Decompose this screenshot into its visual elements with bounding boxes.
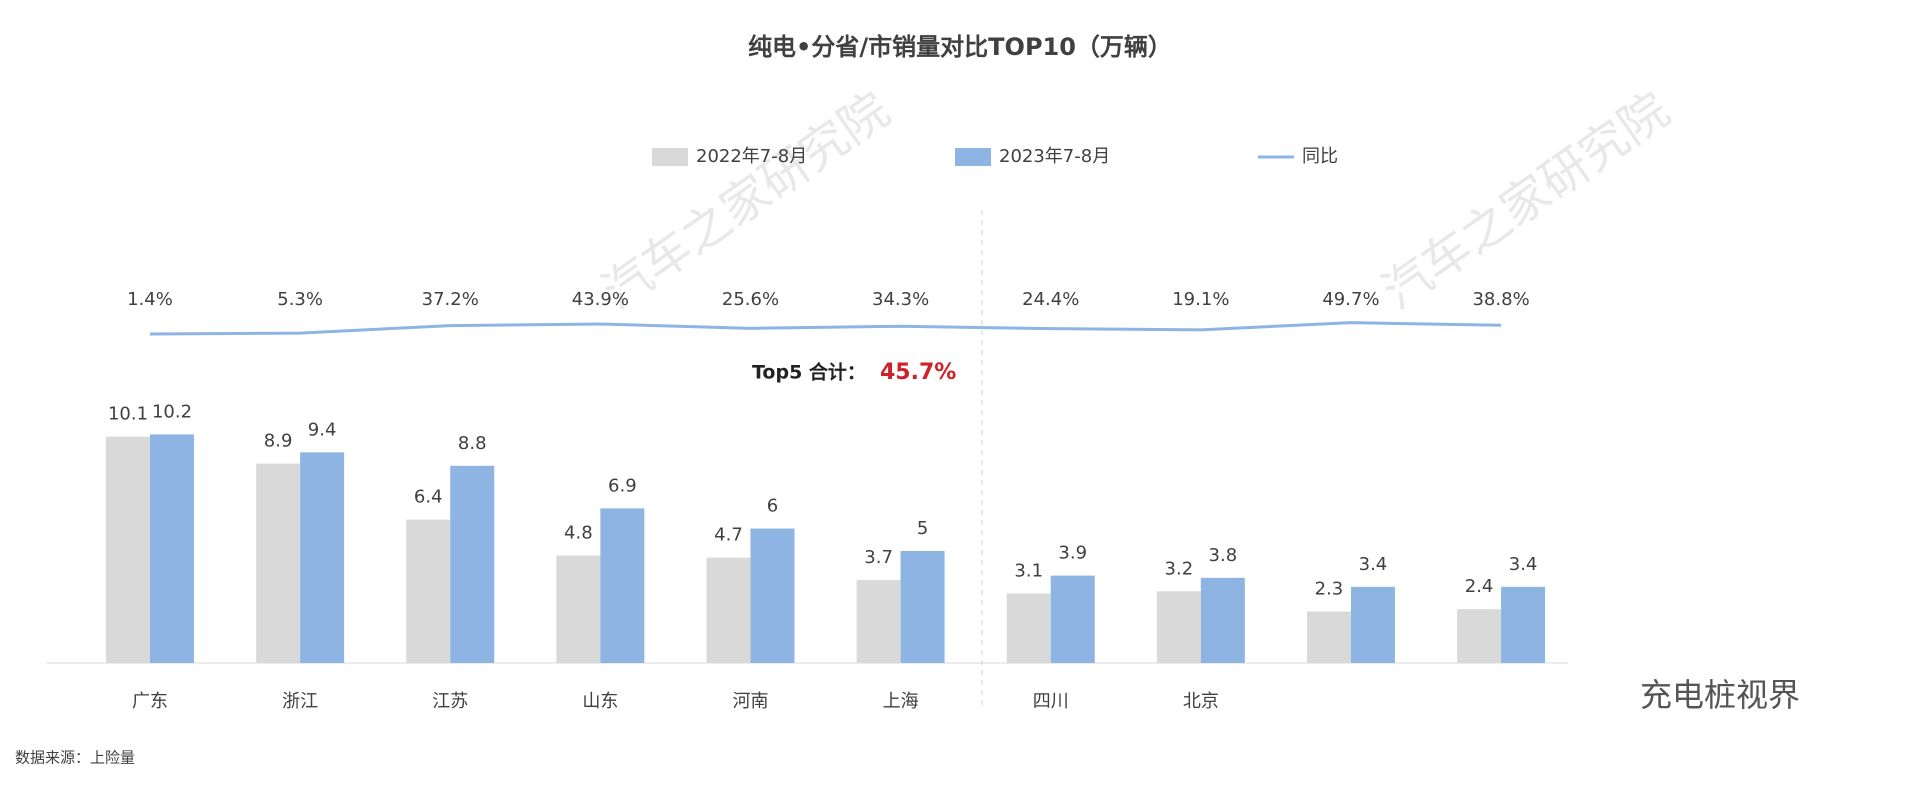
line-label: 5.3%: [277, 289, 323, 310]
bar: [900, 550, 945, 663]
bar: [1501, 586, 1546, 663]
x-tick-label: 广东: [132, 691, 168, 712]
line-label: 1.4%: [127, 289, 173, 310]
bar: [106, 436, 150, 663]
line-label: 49.7%: [1322, 289, 1379, 310]
watermark: 充电桩视界: [1640, 676, 1800, 714]
line-label: 19.1%: [1172, 289, 1229, 310]
legend-label: 同比: [1302, 146, 1338, 167]
legend-label: 2023年7-8月: [999, 146, 1110, 167]
bar: [1200, 577, 1245, 663]
line-label: 38.8%: [1472, 289, 1529, 310]
bar: [406, 519, 451, 663]
bar: [1350, 586, 1395, 663]
watermark: 汽车之家研究院: [1372, 82, 1679, 321]
data-label: 4.7: [714, 525, 743, 546]
source: 数据来源：上险量: [15, 749, 135, 767]
bar: [1050, 575, 1095, 663]
bar: [1156, 591, 1201, 663]
bar: [300, 452, 345, 663]
bar: [1457, 609, 1502, 663]
line-label: 34.3%: [872, 289, 929, 310]
legend-swatch: [652, 148, 688, 166]
data-label: 9.4: [308, 419, 337, 440]
watermark: 汽车之家研究院: [592, 82, 899, 321]
data-label: 3.7: [864, 547, 893, 568]
data-label: 4.8: [564, 522, 593, 543]
x-tick-label: 浙江: [282, 691, 318, 712]
x-tick-label: 河南: [732, 691, 768, 712]
x-tick-label: 山东: [582, 691, 618, 712]
data-label: 3.1: [1014, 561, 1043, 582]
bar: [1306, 611, 1351, 663]
bar: [256, 463, 301, 663]
line: [149, 321, 1502, 336]
bar: [706, 557, 751, 663]
data-label: 2.3: [1315, 578, 1344, 599]
data-label: 6.9: [608, 475, 637, 496]
legend-swatch: [955, 148, 991, 166]
data-label: 6.4: [414, 487, 443, 508]
data-label: 2.4: [1465, 576, 1494, 597]
x-tick-label: 北京: [1183, 691, 1219, 712]
line-label: 24.4%: [1022, 289, 1079, 310]
bar: [600, 508, 645, 663]
data-label: 3.2: [1165, 558, 1194, 579]
legend-label: 2022年7-8月: [696, 146, 807, 167]
data-label: 8.8: [458, 433, 487, 454]
bar: [856, 580, 901, 663]
data-label: 5: [917, 518, 928, 539]
line-label: 37.2%: [422, 289, 479, 310]
data-label: 3.4: [1509, 554, 1538, 575]
data-label: 3.8: [1209, 545, 1238, 566]
line-label: 25.6%: [722, 289, 779, 310]
bar: [750, 528, 795, 663]
data-label: 8.9: [264, 431, 293, 452]
bar: [556, 555, 601, 663]
data-label: 3.9: [1058, 543, 1087, 564]
chart-title: 纯电•分省/市销量对比TOP10（万辆）: [748, 33, 1172, 61]
bar: [150, 434, 194, 663]
x-tick-label: 四川: [1033, 691, 1069, 712]
data-label: 3.4: [1359, 554, 1388, 575]
annotation-value: 45.7%: [880, 360, 956, 385]
line-label: 43.9%: [572, 289, 629, 310]
x-tick-label: 上海: [883, 691, 919, 712]
bar: [450, 465, 495, 663]
data-label: 6: [767, 496, 778, 517]
bar: [1006, 593, 1051, 663]
data-label: 10.2: [152, 401, 192, 422]
annotation-label: Top5 合计：: [752, 361, 866, 384]
x-tick-label: 江苏: [432, 691, 468, 712]
data-label: 10.1: [108, 404, 148, 425]
